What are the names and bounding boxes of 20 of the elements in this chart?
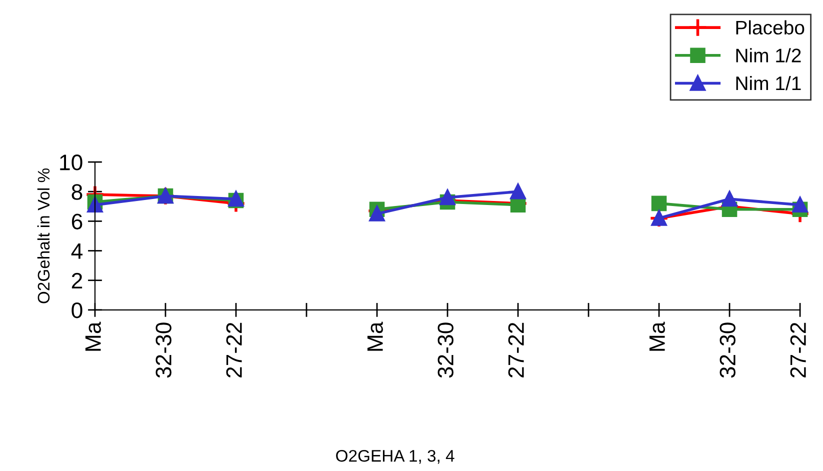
legend-label: Nim 1/1 bbox=[736, 76, 801, 90]
x-tick-label: Ma bbox=[85, 322, 101, 351]
y-tick-label: 0 bbox=[72, 302, 82, 318]
y-tick-label: 2 bbox=[72, 272, 82, 288]
x-tick-label: 27-22 bbox=[508, 322, 524, 378]
x-tick-label: 27-22 bbox=[790, 322, 806, 378]
y-tick-label: 10 bbox=[60, 154, 82, 170]
x-tick-label: Ma bbox=[367, 322, 383, 351]
y-tick-label: 8 bbox=[72, 184, 82, 200]
y-tick-label: 6 bbox=[72, 214, 82, 230]
x-tick-label: 32-30 bbox=[720, 322, 736, 378]
x-tick-label: 27-22 bbox=[226, 322, 242, 378]
x-axis-title: O2GEHA 1, 3, 4 bbox=[336, 450, 454, 464]
legend-label: Nim 1/2 bbox=[736, 48, 801, 62]
y-axis-title: O2Gehalt in Vol % bbox=[37, 168, 50, 304]
x-tick-label: Ma bbox=[649, 322, 665, 351]
x-tick-label: 32-30 bbox=[438, 322, 454, 378]
x-tick-label: 32-30 bbox=[156, 322, 172, 378]
y-tick-label: 4 bbox=[71, 244, 83, 259]
legend-label: Placebo bbox=[736, 20, 804, 35]
